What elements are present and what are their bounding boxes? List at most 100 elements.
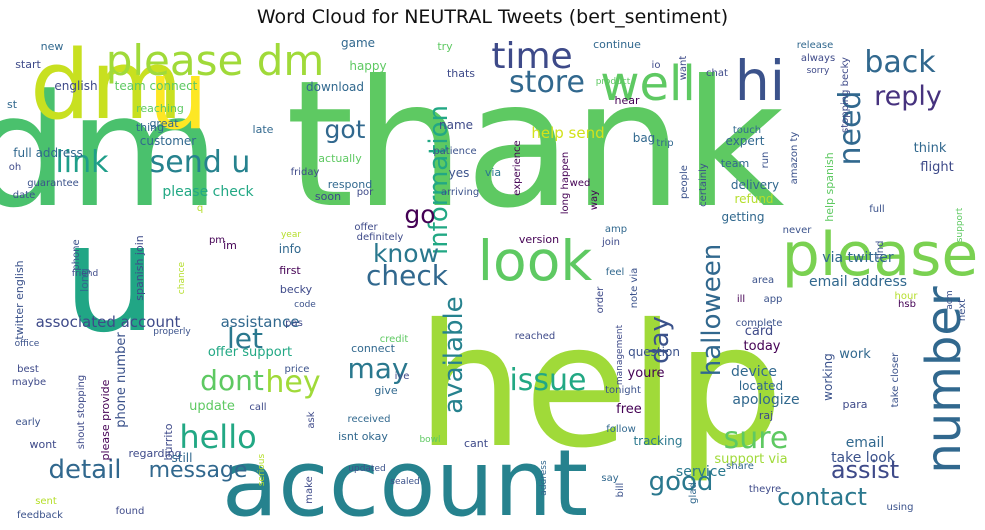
word-tonight: tonight: [605, 385, 641, 396]
word-u: u: [62, 192, 157, 366]
word-issue: issue: [509, 363, 586, 398]
word-sent: sent: [35, 496, 57, 507]
word-take-closer: take closer: [890, 352, 901, 408]
word-link: link: [55, 145, 109, 180]
word-look: look: [478, 229, 593, 293]
word-reply: reply: [874, 81, 942, 112]
word-reached: reached: [515, 331, 556, 342]
word-experience: experience: [512, 140, 523, 195]
word-sure: sure: [724, 421, 789, 456]
word-please-dm: please dm: [106, 36, 325, 85]
word-late: late: [253, 123, 274, 136]
word-code: code: [294, 300, 316, 310]
word-ill: ill: [737, 294, 745, 305]
word-twitter-english: twitter english: [13, 260, 26, 339]
word-chat: chat: [706, 68, 728, 79]
word-store: store: [509, 65, 585, 100]
word-day: day: [645, 316, 675, 364]
word-release: release: [797, 40, 833, 51]
word-becky: becky: [280, 283, 313, 296]
word-try: try: [437, 40, 453, 53]
word-hey: hey: [265, 365, 320, 400]
word-work: work: [839, 347, 871, 362]
word-team-connect: team connect: [115, 79, 198, 93]
word-st: st: [7, 98, 18, 111]
word-good: good: [649, 467, 714, 497]
word-isnt-okay: isnt okay: [338, 430, 388, 443]
word-hour: hour: [895, 291, 919, 302]
word-number: number: [916, 286, 972, 474]
word-english: english: [54, 79, 97, 93]
word-apologize: apologize: [732, 392, 799, 408]
word-located: located: [739, 379, 783, 393]
word-updated: updated: [348, 464, 385, 474]
word-amp: amp: [605, 224, 627, 235]
word-dont: dont: [200, 364, 264, 397]
word-complete: complete: [736, 318, 783, 329]
word-may: may: [347, 352, 408, 385]
word-support-via: support via: [714, 452, 787, 467]
word-ive: ive: [395, 371, 410, 382]
word-io: io: [652, 60, 661, 71]
word-via: via: [485, 166, 501, 179]
word-way: way: [589, 190, 600, 210]
word-dm: dm: [0, 61, 220, 242]
word-check: check: [366, 259, 449, 292]
word-please-check: please check: [162, 184, 254, 200]
word-wed: wed: [570, 178, 591, 189]
word-hello: hello: [179, 418, 256, 456]
word-product: product: [596, 77, 631, 87]
word-para: para: [843, 398, 868, 411]
word-u: u: [148, 41, 208, 151]
word-question: question: [628, 345, 680, 359]
word-oh: oh: [9, 162, 21, 173]
word-hi: hi: [735, 49, 785, 113]
word-offer-support: offer support: [208, 345, 292, 360]
word-full: full: [869, 204, 884, 215]
word-bag: bag: [633, 131, 656, 145]
word-stopping-becky: stopping becky: [840, 57, 851, 133]
word-office: office: [15, 339, 40, 349]
word-dm: dm: [30, 31, 183, 141]
word-reaching: reaching: [136, 102, 184, 115]
word-area: area: [752, 275, 774, 286]
word-update: update: [189, 399, 235, 414]
word-find: find: [875, 241, 886, 260]
word-help: help: [416, 288, 783, 486]
word-think: think: [914, 141, 947, 156]
word-respond: respond: [328, 178, 372, 191]
word-associated-account: associated account: [36, 313, 181, 331]
word-assistance: assistance: [221, 313, 300, 331]
word-credit: credit: [380, 334, 409, 345]
word-available: available: [439, 296, 469, 413]
word-never: never: [783, 225, 813, 236]
word-soon: soon: [315, 190, 341, 203]
word-working: working: [821, 353, 835, 401]
word-best: best: [17, 364, 39, 375]
word-download: download: [306, 80, 364, 94]
word-feel: feel: [606, 267, 625, 278]
word-great: great: [149, 117, 179, 130]
word-touch: touch: [733, 125, 761, 136]
word-spanish-join: spanish join: [133, 235, 146, 301]
word-found: found: [116, 506, 145, 517]
word-app: app: [764, 294, 783, 305]
word-support: support: [955, 207, 965, 242]
word-properly: properly: [153, 327, 191, 337]
word-say: say: [601, 473, 618, 484]
chart-title: Word Cloud for NEUTRAL Tweets (bert_sent…: [256, 6, 729, 28]
word-bowl: bowl: [419, 435, 440, 445]
word-feedback: feedback: [17, 510, 63, 521]
word-year: year: [281, 230, 301, 240]
word-want: want: [678, 56, 689, 81]
word-make: make: [304, 476, 315, 503]
word-guarantee: guarantee: [27, 178, 79, 189]
word-join: join: [601, 237, 620, 248]
word-call: call: [249, 402, 266, 413]
word-sealed: sealed: [390, 477, 420, 487]
word-sorry: sorry: [807, 66, 830, 76]
word-version: version: [519, 233, 559, 246]
word-name: name: [439, 118, 473, 132]
word-address: address: [539, 460, 549, 496]
word-actually: actually: [318, 152, 362, 165]
